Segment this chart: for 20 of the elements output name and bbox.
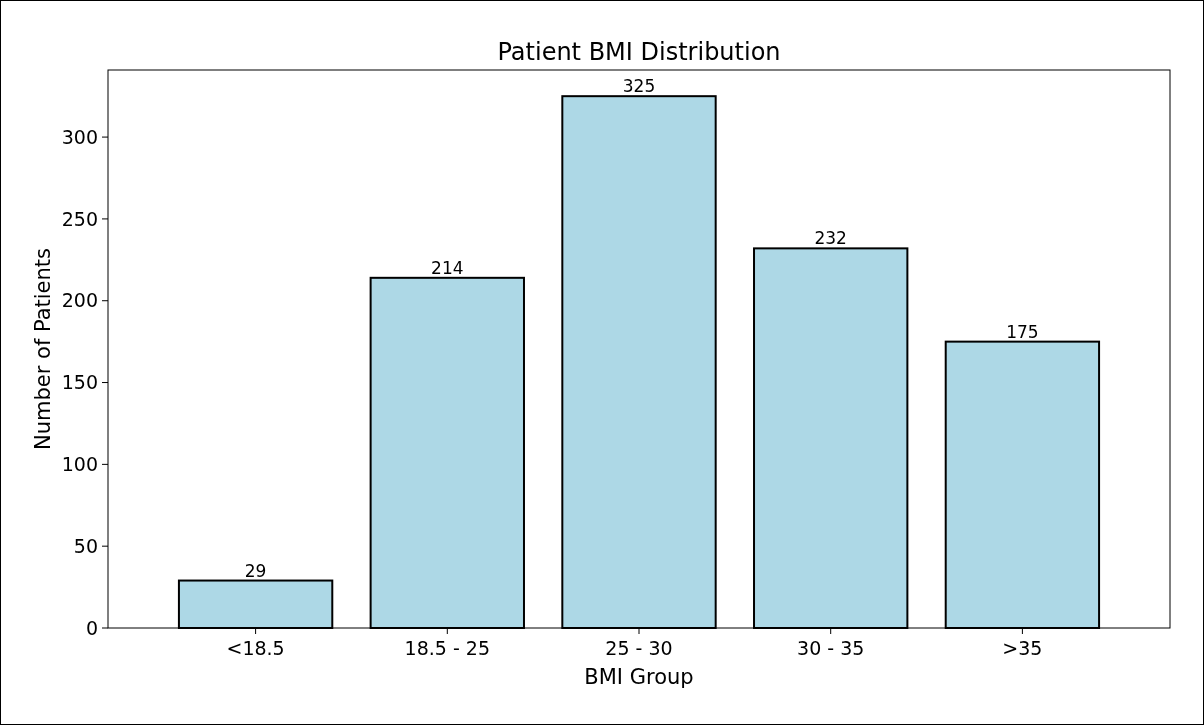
x-tick-label: <18.5 [226,637,285,659]
y-tick-label: 150 [61,371,98,394]
data-label: 214 [431,257,464,278]
y-tick-label: 300 [61,125,98,148]
x-tick-label: 30 - 35 [797,637,865,659]
data-label: 325 [622,76,656,97]
y-axis-title: Number of Patients [31,247,55,451]
x-axis-title: BMI Group [584,665,694,689]
data-label: 232 [814,228,847,249]
y-tick-label: 200 [61,289,98,312]
chart-title: Patient BMI Distribution [497,38,781,66]
x-tick-label: >35 [1002,637,1043,659]
x-tick-label: 18.5 - 25 [404,637,491,659]
data-label: 175 [1006,321,1039,342]
y-tick-label: 0 [85,616,98,639]
x-tick-label: 25 - 30 [605,637,673,659]
y-tick-label: 250 [61,207,98,230]
y-tick-label: 50 [73,534,98,557]
y-tick-label: 100 [61,453,98,476]
data-label: 29 [244,560,267,581]
